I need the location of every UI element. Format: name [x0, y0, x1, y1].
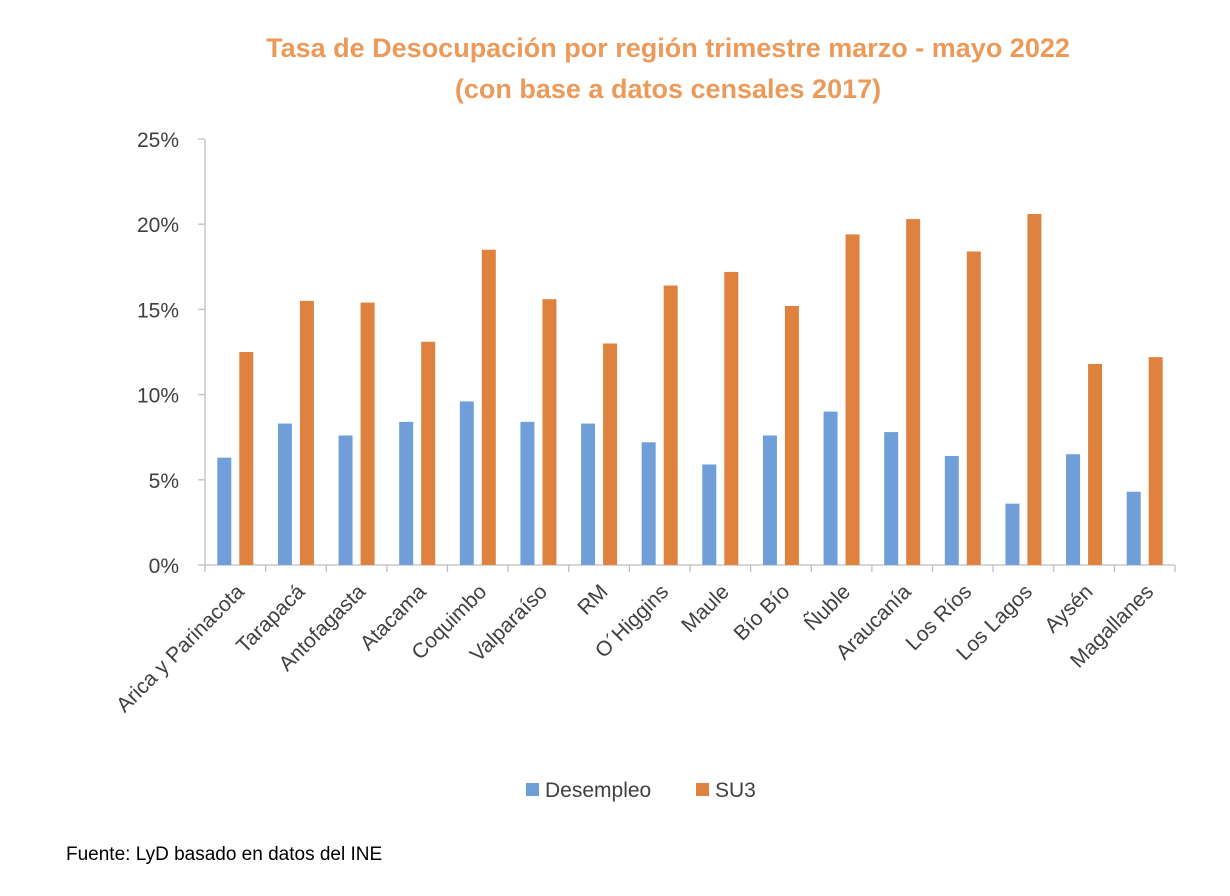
y-tick-label: 15%: [137, 299, 179, 322]
bar-desempleo: [217, 457, 232, 565]
y-tick-label: 5%: [149, 470, 179, 493]
bar-su3: [663, 285, 678, 565]
bar-su3: [724, 271, 739, 565]
y-tick-label: 10%: [137, 385, 179, 408]
bar-su3: [421, 341, 436, 565]
bar-desempleo: [459, 401, 474, 565]
bar-desempleo: [1066, 454, 1081, 565]
bar-desempleo: [944, 455, 959, 565]
bar-su3: [1088, 363, 1103, 565]
bar-su3: [1148, 357, 1163, 565]
bar-desempleo: [702, 464, 717, 565]
bar-su3: [784, 305, 799, 565]
chart-title-line-1: Tasa de Desocupación por región trimestr…: [266, 33, 1070, 63]
bar-desempleo: [520, 421, 535, 565]
category-label: Arica y Parinacota: [112, 580, 249, 717]
bar-su3: [845, 234, 860, 565]
legend: Desempleo SU3: [526, 779, 756, 802]
bars: [217, 213, 1163, 566]
category-labels: Arica y ParinacotaTarapacáAntofagastaAta…: [112, 580, 1158, 717]
category-label: Bío Bío: [729, 580, 794, 645]
bar-su3: [603, 343, 618, 565]
source-note: Fuente: LyD basado en datos del INE: [66, 844, 383, 865]
bar-desempleo: [823, 411, 838, 565]
y-tick-label: 0%: [149, 555, 179, 578]
bar-desempleo: [1005, 503, 1020, 565]
bar-desempleo: [338, 435, 353, 565]
legend-label-desempleo: Desempleo: [545, 779, 651, 802]
chart-title-line-2: (con base a datos censales 2017): [455, 74, 881, 104]
legend-label-su3: SU3: [715, 779, 756, 802]
bar-su3: [481, 249, 496, 565]
bar-desempleo: [641, 442, 656, 565]
bar-su3: [1027, 213, 1042, 565]
bar-desempleo: [762, 435, 777, 565]
bar-su3: [299, 300, 314, 565]
y-tick-label: 20%: [137, 214, 179, 237]
bar-desempleo: [277, 423, 292, 565]
bar-desempleo: [884, 432, 899, 565]
bar-su3: [966, 251, 981, 566]
category-label: Aysén: [1040, 580, 1097, 637]
y-tick-label: 25%: [137, 129, 179, 152]
legend-swatch-su3: [696, 783, 709, 796]
bar-desempleo: [581, 423, 596, 565]
bar-desempleo: [399, 421, 414, 565]
category-label: Maule: [677, 580, 734, 637]
category-label: RM: [573, 580, 612, 619]
bar-su3: [360, 302, 375, 565]
bar-desempleo: [1126, 491, 1141, 565]
category-label: Ñuble: [799, 580, 855, 636]
legend-swatch-desempleo: [526, 783, 539, 796]
bar-su3: [906, 219, 921, 565]
bar-su3: [239, 352, 254, 565]
chart-title: Tasa de Desocupación por región trimestr…: [266, 33, 1070, 104]
bar-su3: [542, 299, 557, 565]
